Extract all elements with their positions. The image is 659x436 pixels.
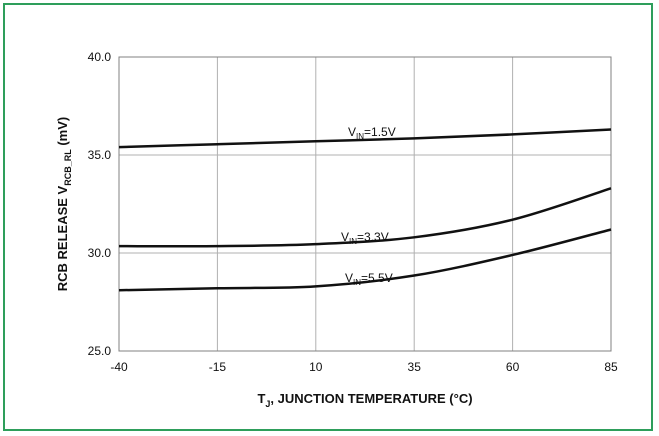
y-tick-label: 40.0 (88, 50, 112, 64)
x-tick-label: 35 (408, 360, 422, 374)
series-line-0 (118, 128, 612, 149)
x-axis-label-main: T (257, 391, 265, 406)
x-tick-label: -15 (209, 360, 227, 374)
series-labels: VIN=1.5V VIN=3.3V VIN=5.5V (341, 125, 396, 287)
x-axis-label: TJ, JUNCTION TEMPERATURE (°C) (257, 391, 472, 409)
y-tick-label: 35.0 (88, 148, 112, 162)
chart-frame: 25.0 30.0 35.0 40.0 -40 -15 10 35 60 85 VIN=1.5V… (3, 3, 653, 431)
series-line-1 (118, 187, 612, 248)
x-tick-label: 60 (506, 360, 520, 374)
y-tick-label: 25.0 (88, 344, 112, 358)
grid-lines (118, 56, 612, 352)
plot-area-border (118, 56, 612, 352)
y-axis-label-main: RCB RELEASE V (55, 185, 70, 291)
y-tick-labels: 25.0 30.0 35.0 40.0 (88, 50, 112, 358)
y-tick-label: 30.0 (88, 246, 112, 260)
series-label-1: VIN=3.3V (341, 230, 389, 246)
x-axis-label-rest: , JUNCTION TEMPERATURE (°C) (270, 391, 472, 406)
x-tick-labels: -40 -15 10 35 60 85 (110, 360, 618, 374)
y-axis-label: RCB RELEASE VRCB_RL (mV) (55, 117, 73, 291)
x-tick-label: 10 (309, 360, 323, 374)
chart-svg: 25.0 30.0 35.0 40.0 -40 -15 10 35 60 85 VIN=1.5V… (55, 50, 618, 409)
y-axis-label-rest: (mV) (55, 117, 70, 150)
x-axis-label-sub: J (265, 399, 270, 409)
y-axis-label-sub: RCB_RL (63, 149, 73, 186)
series-label-2: VIN=5.5V (345, 271, 393, 287)
x-tick-label: -40 (110, 360, 128, 374)
series-label-0: VIN=1.5V (348, 125, 396, 141)
series-lines (118, 128, 612, 292)
x-tick-label: 85 (604, 360, 618, 374)
series-line-2 (118, 228, 612, 292)
